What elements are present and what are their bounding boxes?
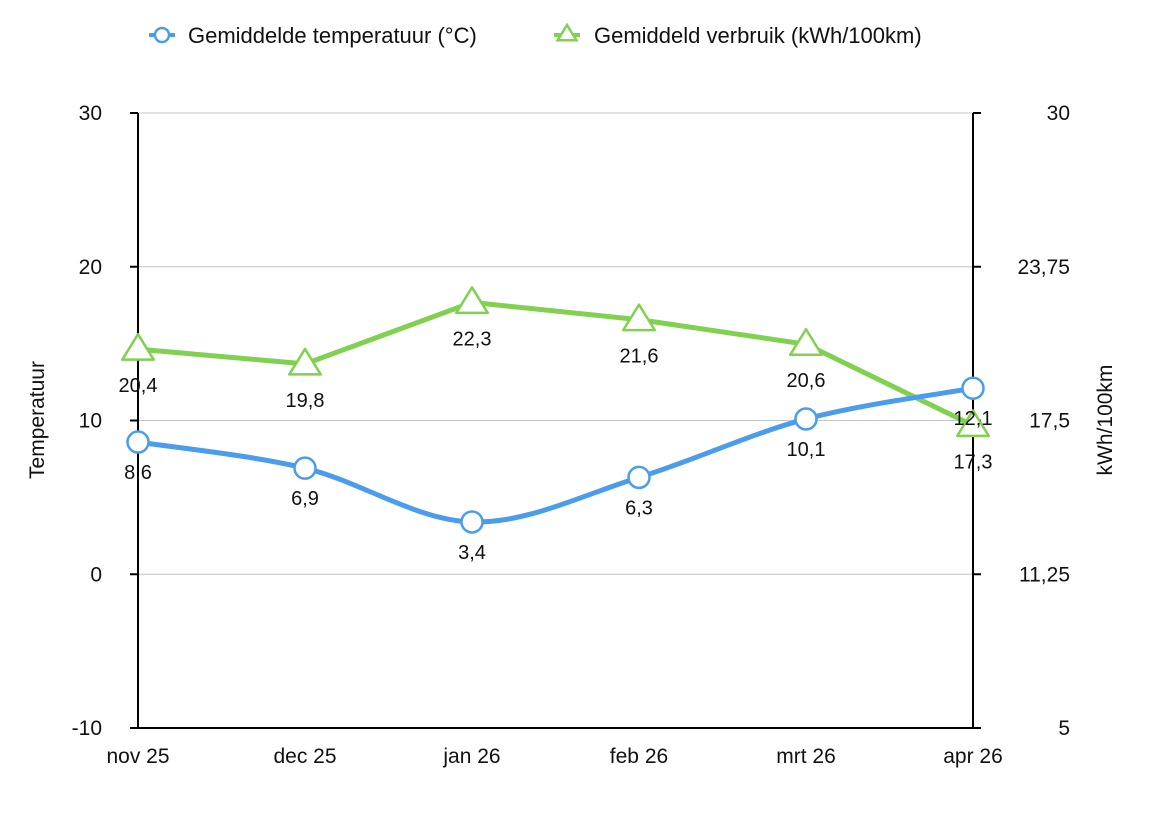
temperature-point: [794, 407, 818, 431]
legend-circle-marker: [153, 26, 171, 44]
y-right-tick-label: 23,75: [1017, 256, 1070, 279]
y-left-tick-label: 0: [90, 563, 102, 586]
y-right-tick-label: 11,25: [1019, 563, 1070, 586]
axes: -10 0 10 20 30 5 11,25 17,5 23,75 30 nov 25 dec 25 j…: [72, 102, 1070, 768]
consumption-point: [121, 332, 155, 361]
consumption-data-label: 21,6: [620, 346, 659, 368]
gridlines: [138, 112, 973, 575]
legend-label: Gemiddeld verbruik (kWh/100km): [594, 23, 922, 48]
consumption-point: [789, 327, 823, 356]
temperature-point: [627, 465, 651, 490]
temperature-data-label: 3,4: [458, 542, 486, 564]
temperature-point: [126, 430, 150, 454]
x-tick-label: nov 25: [106, 745, 169, 768]
y-left-tick-label: 30: [79, 102, 102, 125]
consumption-data-label: 17,3: [954, 451, 993, 473]
consumption-point: [622, 303, 656, 332]
temperature-data-label: 8,6: [124, 462, 152, 484]
temperature-data-label: 6,9: [291, 488, 319, 510]
y-left-tick-label: 10: [79, 410, 102, 433]
legend: Gemiddelde temperatuur (°C) Gemiddeld ver…: [149, 22, 922, 48]
temperature-series-line: [135, 385, 976, 525]
y-left-tick-label: 20: [79, 256, 102, 279]
y-right-axis-title: kWh/100km: [1094, 365, 1117, 476]
temperature-point: [460, 510, 484, 534]
x-tick-label: apr 26: [943, 745, 1003, 768]
data-labels: 8,6 6,9 3,4 6,3 10,1 12,1 20,4 19,8 22,3 21,6 20,6…: [119, 328, 993, 564]
temperature-point: [961, 376, 985, 400]
temperature-data-label: 10,1: [787, 439, 826, 461]
x-tick-label: mrt 26: [776, 745, 836, 768]
y-left-axis-title: Temperatuur: [26, 361, 49, 479]
consumption-data-label: 19,8: [286, 390, 325, 412]
temperature-point: [293, 456, 317, 480]
consumption-point: [288, 347, 322, 376]
temperature-data-label: 12,1: [954, 408, 993, 430]
y-right-tick-label: 30: [1047, 102, 1070, 125]
y-right-tick-label: 5: [1058, 717, 1070, 740]
consumption-data-label: 20,4: [119, 375, 158, 397]
temperature-data-label: 6,3: [625, 497, 653, 519]
series-layer: [121, 286, 990, 534]
legend-label: Gemiddelde temperatuur (°C): [188, 23, 477, 48]
y-left-tick-label: -10: [72, 717, 102, 740]
x-tick-label: feb 26: [610, 745, 668, 768]
y-right-tick-label: 17,5: [1029, 410, 1070, 433]
consumption-data-label: 20,6: [787, 370, 826, 392]
x-tick-label: dec 25: [273, 745, 336, 768]
consumption-point: [956, 409, 990, 438]
consumption-data-label: 22,3: [453, 328, 492, 350]
consumption-series-line: [135, 299, 976, 428]
consumption-point: [455, 286, 489, 315]
legend-triangle-marker: [555, 22, 579, 42]
x-tick-label: jan 26: [442, 745, 500, 768]
